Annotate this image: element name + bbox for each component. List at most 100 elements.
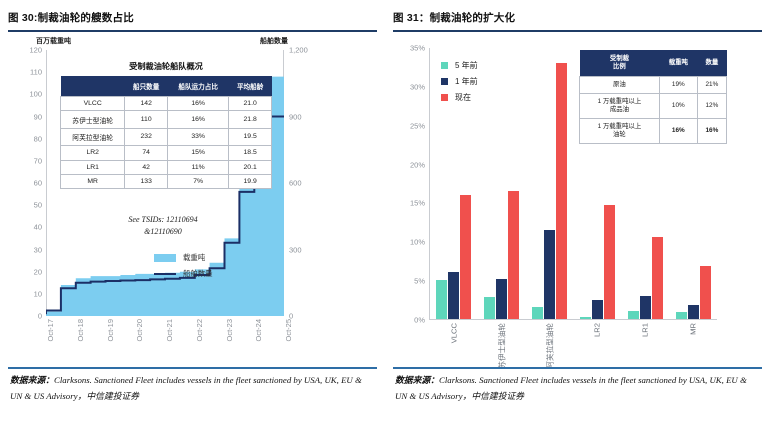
bar-group: VLCC	[430, 48, 478, 343]
bar-group: LR1	[621, 48, 669, 337]
chart-30: 百万载重吨 船舶数量 0 10 20 30 40 50 60 70 80 90 100 110 120 …	[8, 34, 377, 364]
bar	[603, 204, 615, 319]
y-tick: 20%	[409, 160, 425, 170]
fleet-overview-table: 受制裁油轮船队概况 船只数量 船队运力占比 平均船龄 VLCC 142 16% 21.0 苏…	[59, 60, 272, 190]
header-divider-left	[8, 30, 377, 32]
figure-30-title: 图 30:制裁油轮的艘数占比	[8, 12, 134, 24]
chart-30-plot: 0 10 20 30 40 50 60 70 80 90 100 110 120 0 300 600 900 1…	[29, 46, 307, 342]
chart-31-legend: 5 年前 1 年前 现在	[441, 60, 478, 108]
legend-swatch-5y-icon	[441, 62, 448, 69]
sanction-table: 受制裁 比例 载重吨 数量 原油 19% 21% 1 万载重吨以上 成品油 10% 12% 1 万载…	[579, 50, 728, 144]
fleet-row-value: 74	[124, 145, 169, 161]
bar	[699, 266, 711, 319]
bar	[651, 237, 663, 319]
chart-31: 0% 5% 10% 15% 20% 25% 30% 35% VLCC 苏伊士型油轮 阿芙拉型油轮 L…	[393, 34, 762, 369]
bar	[556, 62, 568, 319]
legend-label-1y: 1 年前	[455, 77, 478, 86]
table-row: MR 133 7% 19.9	[59, 173, 272, 190]
fleet-row-value: 16%	[167, 95, 230, 112]
fleet-table-header-row: 船只数量 船队运力占比 平均船龄	[60, 76, 272, 97]
fleet-table-header-cell: 船只数量	[124, 76, 168, 97]
figure-31-title: 图 31：制裁油轮的扩大化	[393, 12, 516, 24]
y-tick-left: 0	[37, 311, 42, 321]
sanction-table-body: 原油 19% 21% 1 万载重吨以上 成品油 10% 12% 1 万载重吨以上 油轮 16% 16…	[579, 76, 728, 144]
y-tick-left: 90	[33, 112, 42, 121]
y-tick: 30%	[409, 82, 425, 92]
legend-swatch-line-icon	[154, 272, 176, 275]
table-row: 苏伊士型油轮 110 16% 21.8	[59, 110, 272, 129]
fleet-row-value: 33%	[167, 127, 230, 147]
y-tick-left: 100	[29, 89, 42, 99]
footer-text-left: Clarksons. Sanctioned Fleet includes ves…	[10, 375, 362, 402]
bar	[591, 299, 603, 319]
fleet-table-header-cell	[60, 76, 125, 97]
tsid-line-1: See TSIDs: 12110694	[128, 215, 198, 224]
y-axis-line	[429, 48, 430, 320]
fleet-row-value: 142	[124, 95, 169, 112]
sanction-row-count: 21%	[696, 76, 728, 94]
sanction-table-header-cell: 数量	[697, 50, 727, 77]
bar-group: LR2	[573, 48, 621, 337]
footer-label-left: 数据来源：	[10, 375, 54, 385]
footer-divider-left	[8, 367, 377, 369]
x-tick: Oct-25	[284, 319, 293, 342]
bar	[460, 194, 472, 319]
fleet-row-value: 15%	[167, 145, 230, 161]
fleet-row-name: 苏伊士型油轮	[59, 110, 126, 129]
fleet-row-value: 19.5	[228, 127, 272, 147]
header-divider-right	[393, 30, 762, 32]
fleet-row-value: 11%	[167, 159, 230, 175]
y-tick: 10%	[409, 237, 425, 247]
y-tick-left: 50	[33, 200, 42, 210]
fleet-row-value: 21.0	[228, 95, 272, 112]
fleet-row-name: VLCC	[59, 95, 126, 112]
bar	[675, 312, 687, 319]
x-axis-line	[429, 319, 717, 320]
legend-item-5y: 5 年前	[441, 60, 478, 71]
bar	[484, 297, 496, 319]
sanction-row-name: 1 万载重吨以上 成品油	[579, 93, 660, 119]
sanction-row-dwt: 16%	[658, 118, 698, 144]
category-label: MR	[688, 323, 698, 335]
legend-label-now: 现在	[455, 93, 471, 102]
fleet-row-value: 42	[124, 159, 169, 175]
table-row: 原油 19% 21%	[579, 76, 728, 94]
tsid-annotation: See TSIDs: 12110694 &12110690	[68, 214, 258, 237]
bar	[532, 307, 544, 319]
x-tick: Oct-20	[135, 319, 145, 342]
fleet-table: 船只数量 船队运力占比 平均船龄 VLCC 142 16% 21.0 苏伊士型油轮 110 16…	[59, 76, 272, 190]
y-tick: 0%	[414, 315, 425, 325]
y-tick-left: 120	[29, 45, 42, 55]
sanction-row-dwt: 19%	[658, 76, 698, 94]
table-row: VLCC 142 16% 21.0	[59, 95, 272, 112]
footer-label-right: 数据来源：	[395, 375, 439, 385]
sanction-row-dwt: 10%	[658, 93, 698, 119]
fleet-row-name: LR1	[59, 159, 126, 175]
bar	[687, 305, 699, 319]
fleet-table-header-cell: 船队运力占比	[167, 76, 229, 97]
y-tick-left: 10	[33, 289, 42, 299]
legend-swatch-1y-icon	[441, 78, 448, 85]
figure-panel-right: 图 31：制裁油轮的扩大化 0% 5% 10% 15% 20% 25% 30% 35% VLC…	[385, 0, 770, 422]
fleet-row-name: LR2	[59, 145, 126, 161]
figure-30-footer: 数据来源：Clarksons. Sanctioned Fleet include…	[10, 372, 370, 405]
y-tick-left: 40	[33, 222, 42, 232]
table-row: 1 万载重吨以上 油轮 16% 16%	[579, 118, 728, 144]
bar-group: 苏伊士型油轮	[478, 48, 526, 369]
legend-item-1y: 1 年前	[441, 76, 478, 87]
figure-31-footer: 数据来源：Clarksons. Sanctioned Fleet include…	[395, 372, 755, 405]
sanction-row-name: 1 万载重吨以上 油轮	[579, 118, 660, 144]
fleet-table-header-cell: 平均船龄	[228, 76, 272, 97]
fleet-row-value: 133	[124, 173, 169, 190]
figure-panel-left: 图 30:制裁油轮的艘数占比 百万载重吨 船舶数量 0 10 20 30 40 50 60 7…	[8, 12, 377, 405]
sanction-table-header-cell: 载重吨	[659, 50, 698, 77]
y-tick-left: 60	[33, 178, 42, 188]
fleet-table-body: VLCC 142 16% 21.0 苏伊士型油轮 110 16% 21.8 阿芙拉型油轮 232 3…	[59, 95, 272, 190]
x-tick: Oct-24	[254, 319, 264, 342]
y-tick: 25%	[409, 121, 425, 131]
sanction-row-name: 原油	[579, 76, 660, 94]
bar	[496, 278, 508, 319]
fleet-row-value: 7%	[167, 173, 230, 190]
x-tick: Oct-19	[105, 319, 115, 342]
